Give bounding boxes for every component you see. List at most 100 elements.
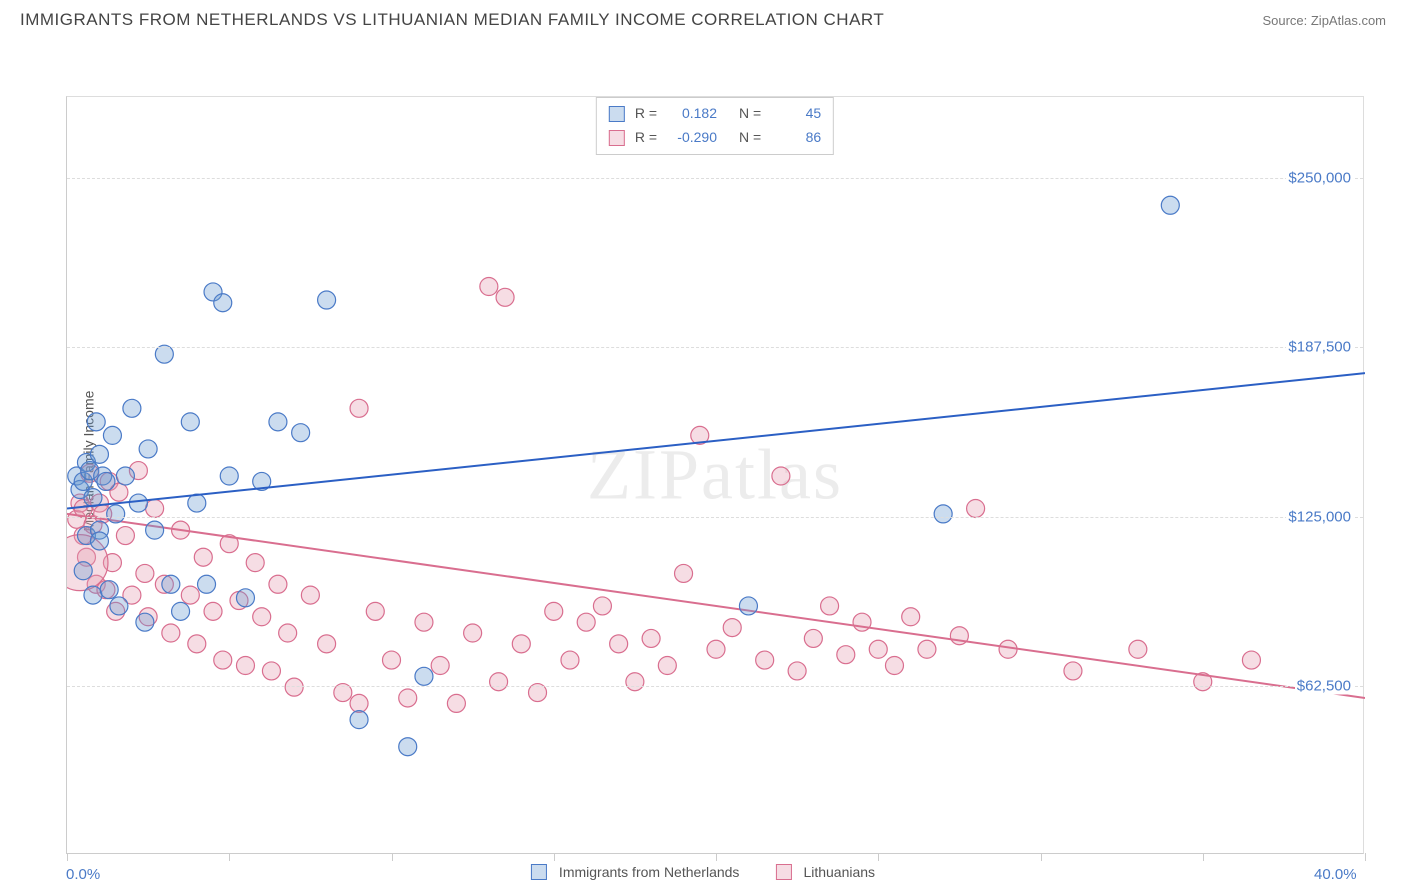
- data-point-lithuanians: [262, 662, 280, 680]
- r-label: R =: [635, 102, 657, 126]
- data-point-netherlands: [292, 424, 310, 442]
- data-point-lithuanians: [162, 624, 180, 642]
- n-value-netherlands: 45: [767, 102, 821, 126]
- data-point-netherlands: [739, 597, 757, 615]
- gridline: [67, 517, 1363, 518]
- r-value-netherlands: 0.182: [663, 102, 717, 126]
- swatch-lithuanians: [609, 130, 625, 146]
- data-point-netherlands: [214, 294, 232, 312]
- legend-label-netherlands: Immigrants from Netherlands: [559, 864, 740, 880]
- data-point-lithuanians: [194, 548, 212, 566]
- x-tick: [1203, 853, 1204, 861]
- n-label: N =: [739, 126, 761, 150]
- x-tick: [229, 853, 230, 861]
- data-point-netherlands: [87, 413, 105, 431]
- chart-container: Median Family Income ZIPatlas R = 0.182 …: [20, 36, 1386, 886]
- data-point-lithuanians: [658, 657, 676, 675]
- data-point-lithuanians: [885, 657, 903, 675]
- r-value-lithuanians: -0.290: [663, 126, 717, 150]
- data-point-lithuanians: [285, 678, 303, 696]
- x-tick: [67, 853, 68, 861]
- data-point-netherlands: [269, 413, 287, 431]
- data-point-lithuanians: [399, 689, 417, 707]
- stats-legend-box: R = 0.182 N = 45 R = -0.290 N = 86: [596, 97, 834, 155]
- x-tick: [1041, 853, 1042, 861]
- data-point-netherlands: [129, 494, 147, 512]
- data-point-lithuanians: [214, 651, 232, 669]
- data-point-lithuanians: [626, 673, 644, 691]
- data-point-netherlands: [236, 589, 254, 607]
- data-point-lithuanians: [350, 399, 368, 417]
- data-point-netherlands: [103, 426, 121, 444]
- legend-label-lithuanians: Lithuanians: [803, 864, 875, 880]
- data-point-netherlands: [399, 738, 417, 756]
- gridline: [67, 347, 1363, 348]
- y-tick-label: $62,500: [1295, 677, 1353, 694]
- legend-item-netherlands: Immigrants from Netherlands: [531, 864, 740, 880]
- data-point-lithuanians: [1242, 651, 1260, 669]
- data-point-lithuanians: [383, 651, 401, 669]
- stats-row-lithuanians: R = -0.290 N = 86: [609, 126, 821, 150]
- x-tick: [554, 853, 555, 861]
- legend-bottom: Immigrants from Netherlands Lithuanians: [531, 864, 875, 880]
- stats-row-netherlands: R = 0.182 N = 45: [609, 102, 821, 126]
- plot-area: ZIPatlas R = 0.182 N = 45 R = -0.290 N =…: [66, 96, 1364, 854]
- data-point-netherlands: [350, 711, 368, 729]
- swatch-netherlands: [609, 106, 625, 122]
- data-point-lithuanians: [146, 499, 164, 517]
- data-point-netherlands: [74, 562, 92, 580]
- data-point-netherlands: [415, 667, 433, 685]
- data-point-netherlands: [146, 521, 164, 539]
- swatch-lithuanians: [775, 864, 791, 880]
- data-point-lithuanians: [837, 646, 855, 664]
- data-point-lithuanians: [642, 629, 660, 647]
- data-point-lithuanians: [902, 608, 920, 626]
- data-point-netherlands: [198, 575, 216, 593]
- data-point-lithuanians: [918, 640, 936, 658]
- data-point-lithuanians: [496, 288, 514, 306]
- data-point-netherlands: [181, 413, 199, 431]
- data-point-netherlands: [139, 440, 157, 458]
- data-point-netherlands: [84, 586, 102, 604]
- data-point-lithuanians: [415, 613, 433, 631]
- data-point-lithuanians: [366, 602, 384, 620]
- data-point-lithuanians: [136, 564, 154, 582]
- data-point-lithuanians: [545, 602, 563, 620]
- data-point-netherlands: [220, 467, 238, 485]
- data-point-lithuanians: [301, 586, 319, 604]
- data-point-lithuanians: [707, 640, 725, 658]
- data-point-netherlands: [172, 602, 190, 620]
- data-point-lithuanians: [464, 624, 482, 642]
- data-point-lithuanians: [431, 657, 449, 675]
- data-point-lithuanians: [1129, 640, 1147, 658]
- x-min-label: 0.0%: [66, 866, 100, 883]
- data-point-lithuanians: [246, 554, 264, 572]
- data-point-netherlands: [136, 613, 154, 631]
- data-point-lithuanians: [675, 564, 693, 582]
- source-attribution: Source: ZipAtlas.com: [1262, 13, 1386, 28]
- data-point-lithuanians: [593, 597, 611, 615]
- data-point-netherlands: [162, 575, 180, 593]
- x-tick: [1365, 853, 1366, 861]
- n-label: N =: [739, 102, 761, 126]
- data-point-lithuanians: [1064, 662, 1082, 680]
- data-point-lithuanians: [512, 635, 530, 653]
- trend-line-netherlands: [67, 373, 1365, 508]
- data-point-netherlands: [84, 489, 102, 507]
- n-value-lithuanians: 86: [767, 126, 821, 150]
- data-point-lithuanians: [269, 575, 287, 593]
- data-point-lithuanians: [447, 694, 465, 712]
- x-max-label: 40.0%: [1314, 866, 1357, 883]
- scatter-svg: [67, 97, 1365, 855]
- gridline: [67, 178, 1363, 179]
- data-point-lithuanians: [869, 640, 887, 658]
- data-point-lithuanians: [480, 278, 498, 296]
- data-point-lithuanians: [279, 624, 297, 642]
- data-point-lithuanians: [181, 586, 199, 604]
- data-point-lithuanians: [967, 499, 985, 517]
- x-tick: [392, 853, 393, 861]
- data-point-lithuanians: [253, 608, 271, 626]
- data-point-lithuanians: [204, 602, 222, 620]
- legend-item-lithuanians: Lithuanians: [775, 864, 875, 880]
- x-tick: [716, 853, 717, 861]
